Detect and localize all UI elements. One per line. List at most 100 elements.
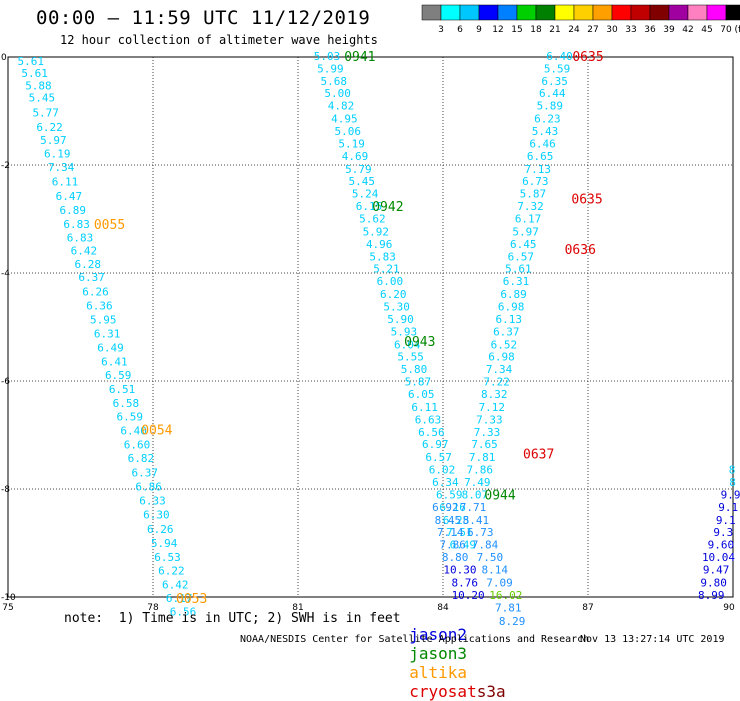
wave-height-point: 6.98 [488, 351, 515, 364]
satellite-label-cryosat: cryosat [409, 682, 477, 701]
wave-height-point: 4.69 [342, 150, 369, 163]
wave-height-point: 6.40 [120, 425, 147, 438]
wave-height-point: 7.12 [479, 401, 506, 414]
wave-height-point: 5.55 [397, 351, 424, 364]
wave-height-point: 5.87 [520, 188, 547, 201]
wave-height-point: 7.49 [464, 476, 491, 489]
wave-height-point: 6.42 [71, 244, 98, 257]
legend-tick-label: 30 [606, 25, 618, 35]
pass-time-label: 0635 [572, 50, 603, 65]
wave-height-point: 6.26 [147, 523, 174, 536]
wave-height-point: 9.9 [721, 488, 740, 501]
legend-tick-label: 3 [438, 25, 444, 35]
legend-tick-label: 21 [549, 25, 560, 35]
legend-swatch [706, 4, 727, 21]
wave-height-point: 6.37 [78, 271, 105, 284]
wave-height-point: 5.45 [349, 175, 376, 188]
wave-height-point: 7.86 [439, 539, 466, 552]
legend-swatch [497, 4, 518, 21]
pass-time-label: 0942 [372, 200, 403, 215]
legend-swatch [687, 4, 708, 21]
wave-height-point: 5.87 [405, 376, 432, 389]
wave-height-point: 6.28 [75, 258, 102, 271]
wave-height-point: 5.45 [29, 92, 56, 105]
x-tick-label: 78 [147, 603, 159, 613]
legend-tick-label: 15 [511, 25, 522, 35]
x-tick-label: 75 [2, 603, 13, 613]
legend-swatch [592, 4, 613, 21]
y-tick-label: -10 [1, 593, 16, 603]
legend-swatch [573, 4, 594, 21]
wave-height-point: 6.45 [510, 238, 537, 251]
pass-time-label: 0054 [141, 424, 172, 439]
legend-tick-label: 6 [457, 25, 463, 35]
wave-height-point: 6.36 [86, 299, 113, 312]
satellite-legend: jason2 jason3 altika cryosats3a [390, 606, 505, 701]
wave-height-point: 5.89 [537, 100, 564, 113]
wave-height-point: 6.59 [436, 488, 463, 501]
wave-height-point: 5.99 [317, 62, 344, 75]
plot-frame [7, 56, 734, 598]
pass-time-label: 0941 [344, 50, 375, 65]
wave-height-point: 6.52 [491, 338, 518, 351]
wave-height-point: 8.07 [462, 488, 489, 501]
wave-height-point: 6.49 [450, 539, 477, 552]
x-tick-label: 87 [582, 603, 593, 613]
wave-height-point: 4.95 [331, 113, 358, 126]
wave-height-point: 5.97 [40, 134, 67, 147]
y-tick-label: -8 [1, 485, 10, 495]
footer-credit: NOAA/NESDIS Center for Satellite Applica… [240, 634, 590, 645]
wave-height-point: 6.04 [394, 338, 421, 351]
wave-height-point: 6.86 [135, 480, 162, 493]
wave-height-point: 4.82 [328, 100, 355, 113]
wave-height-point: 5.30 [383, 300, 410, 313]
wave-height-point: 6.83 [67, 231, 94, 244]
wave-height-point: 6.60 [124, 439, 151, 452]
legend-tick-label: 45 [701, 25, 712, 35]
wave-height-point: 6.65 [527, 150, 554, 163]
wave-height-point: 6.00 [377, 275, 404, 288]
wave-height-point: 6.49 [97, 342, 124, 355]
wave-height-point: 8.29 [499, 615, 526, 628]
wave-height-point: 6.22 [36, 121, 63, 134]
legend-tick-label: 12 [492, 25, 503, 35]
legend-swatch [459, 4, 480, 21]
wave-height-point: 7.50 [477, 551, 504, 564]
pass-time-label: 0636 [565, 243, 596, 258]
wave-height-point: 10.30 [443, 563, 476, 576]
wave-height-point: 6.57 [508, 250, 535, 263]
wave-height-point: 6.30 [143, 508, 170, 521]
legend-tick-label: 18 [530, 25, 542, 35]
legend-tick-label: 70 [720, 25, 732, 35]
wave-height-point: 6.59 [117, 411, 144, 424]
wave-height-point: 5.80 [401, 363, 428, 376]
wave-height-point: 6.51 [109, 383, 136, 396]
wave-height-point: 6.56 [170, 606, 197, 619]
wave-height-point: 5.94 [151, 537, 178, 550]
wave-height-point: 5.97 [512, 225, 539, 238]
wave-height-point: 6.57 [425, 451, 452, 464]
wave-height-point: 5.79 [345, 163, 372, 176]
wave-height-point: 7.09 [486, 576, 513, 589]
y-tick-label: -4 [1, 269, 10, 279]
wave-height-point: 6.34 [432, 476, 459, 489]
legend-swatch [478, 4, 499, 21]
satellite-label-altika: altika [409, 663, 468, 682]
wave-height-point: 6.58 [113, 397, 140, 410]
wave-height-point: 5.03 [314, 50, 341, 63]
wave-height-point: 7.33 [474, 426, 501, 439]
wave-height-point: 10.04 [702, 551, 735, 564]
wave-height-point: 6.02 [429, 464, 456, 477]
legend-tick-label: 27 [587, 25, 598, 35]
wave-height-point: 6.47 [56, 190, 83, 203]
legend-tick-label: 36 [644, 25, 656, 35]
wave-height-point: 6.11 [411, 401, 438, 414]
wave-height-point: 5.00 [324, 87, 351, 100]
wave-height-point: 6.33 [139, 494, 166, 507]
wave-height-point: 8.80 [442, 551, 469, 564]
wave-height-point: 5.90 [387, 313, 414, 326]
x-tick-label: 81 [292, 603, 303, 613]
wave-height-point: 5.68 [321, 75, 348, 88]
wave-height-point: 6.97 [422, 438, 449, 451]
wave-height-point: 6.16 [439, 501, 466, 514]
